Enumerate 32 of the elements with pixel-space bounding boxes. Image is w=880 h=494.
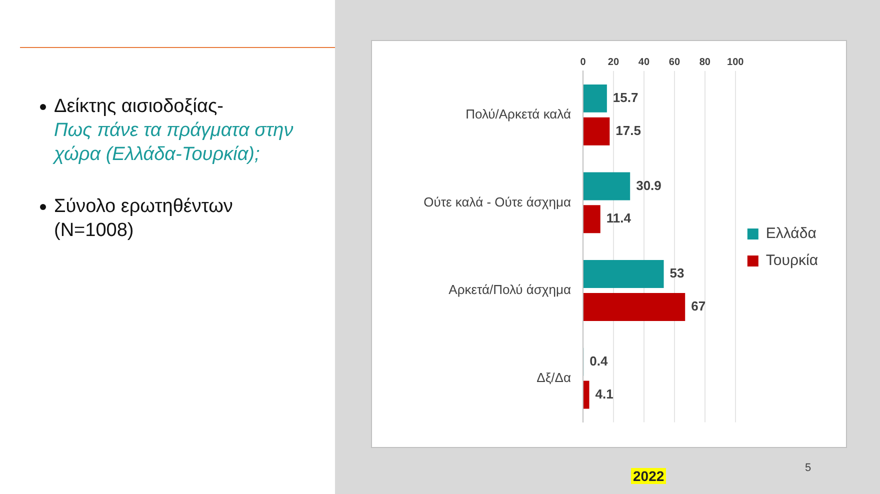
- data-label: 4.1: [595, 386, 614, 402]
- bar: [584, 117, 610, 146]
- x-tick-label: 80: [699, 56, 711, 68]
- x-tick-label: 60: [668, 56, 680, 68]
- x-tick-label: 100: [727, 56, 744, 68]
- y-tick-label: Ούτε καλά - Ούτε άσχημα: [424, 194, 572, 210]
- y-tick-label: Πολύ/Αρκετά καλά: [466, 106, 572, 122]
- data-label: 17.5: [616, 122, 641, 138]
- y-tick-label: Δξ/Δα: [536, 370, 572, 385]
- bar: [584, 205, 600, 234]
- text: 2022: [631, 468, 666, 484]
- bar: [584, 380, 590, 409]
- bar: [584, 172, 630, 200]
- data-label: 11.4: [606, 210, 632, 226]
- legend-label: Ελλάδα: [766, 225, 817, 242]
- data-label: 30.9: [636, 178, 662, 193]
- bar: [584, 292, 686, 321]
- data-label: 67: [691, 298, 706, 314]
- text: 5: [805, 462, 812, 474]
- legend-label: Τουρκία: [766, 252, 818, 270]
- x-tick-label: 40: [638, 56, 650, 68]
- y-tick-label: Αρκετά/Πολύ άσχημα: [448, 282, 572, 298]
- bar: [584, 84, 607, 112]
- text: Σύνολο ερωτηθέντων (N=1008): [54, 196, 233, 241]
- data-label: 0.4: [590, 353, 608, 368]
- text: Πως πάνε τα πράγματα στην χώρα (Ελλάδα-Τουρκία);: [54, 119, 294, 167]
- text: Δείκτης αισιοδοξίας-: [54, 96, 224, 117]
- data-label: 15.7: [612, 90, 638, 106]
- bar: [584, 260, 664, 288]
- data-label: 53: [670, 266, 684, 281]
- x-tick-label: 20: [608, 56, 620, 68]
- x-tick-label: 0: [580, 56, 586, 68]
